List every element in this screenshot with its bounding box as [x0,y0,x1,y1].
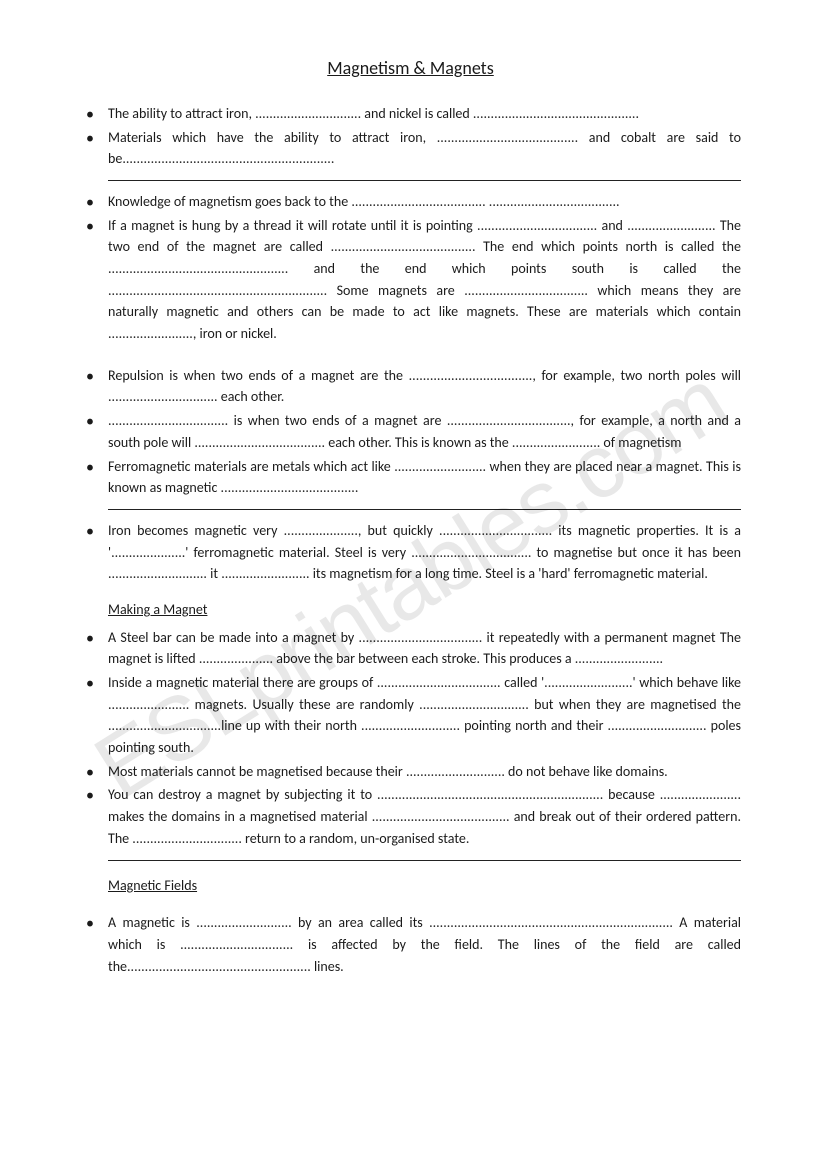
section-fields: A magnetic is ..........................… [80,912,741,977]
list-item: Ferromagnetic materials are metals which… [108,456,741,499]
list-item: You can destroy a magnet by subjecting i… [108,784,741,849]
section-repulsion: Repulsion is when two ends of a magnet a… [80,365,741,499]
subheading-fields: Magnetic Fields [108,875,741,897]
list-item: Knowledge of magnetism goes back to the … [108,191,741,213]
subheading-making: Making a Magnet [108,599,741,621]
section-making: A Steel bar can be made into a magnet by… [80,627,741,850]
list-item: .................................. is wh… [108,410,741,453]
divider [108,860,741,861]
page-title: Magnetism & Magnets [80,55,741,83]
list-item: A magnetic is ..........................… [108,912,741,977]
list-item: Materials which have the ability to attr… [108,127,741,170]
list-item: Most materials cannot be magnetised beca… [108,761,741,783]
section-history: Knowledge of magnetism goes back to the … [80,191,741,345]
list-item: Repulsion is when two ends of a magnet a… [108,365,741,408]
divider [108,180,741,181]
section-intro: The ability to attract iron, ...........… [80,103,741,170]
list-item: Inside a magnetic material there are gro… [108,672,741,759]
list-item: A Steel bar can be made into a magnet by… [108,627,741,670]
divider [108,509,741,510]
section-iron: Iron becomes magnetic very .............… [80,520,741,585]
list-item: Iron becomes magnetic very .............… [108,520,741,585]
list-item: If a magnet is hung by a thread it will … [108,215,741,345]
list-item: The ability to attract iron, ...........… [108,103,741,125]
